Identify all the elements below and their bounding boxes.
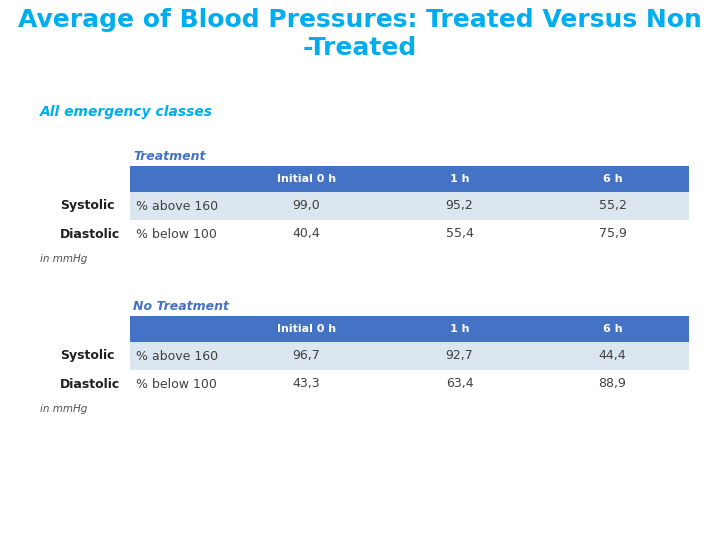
Text: 96,7: 96,7	[292, 349, 320, 362]
Text: 6 h: 6 h	[603, 174, 622, 184]
Bar	[130, 192, 689, 220]
Text: 75,9: 75,9	[598, 227, 626, 240]
Text: 55,4: 55,4	[446, 227, 474, 240]
Text: -Treated: -Treated	[303, 36, 417, 60]
Text: 44,4: 44,4	[599, 349, 626, 362]
Text: All emergency classes: All emergency classes	[40, 105, 213, 119]
Text: Diastolic: Diastolic	[60, 377, 120, 390]
Bar	[383, 316, 536, 342]
Bar	[383, 166, 536, 192]
Text: Diastolic: Diastolic	[60, 227, 120, 240]
Text: No Treatment: No Treatment	[133, 300, 229, 313]
Bar	[130, 220, 689, 248]
Text: in mmHg: in mmHg	[40, 254, 87, 264]
Bar	[130, 342, 689, 370]
Text: % below 100: % below 100	[136, 377, 217, 390]
Text: 95,2: 95,2	[446, 199, 473, 213]
Text: Initial 0 h: Initial 0 h	[277, 174, 336, 184]
Text: % above 160: % above 160	[136, 349, 218, 362]
Bar	[130, 370, 689, 398]
Text: 88,9: 88,9	[598, 377, 626, 390]
Text: 43,3: 43,3	[293, 377, 320, 390]
Bar	[536, 316, 689, 342]
Bar	[230, 316, 383, 342]
Text: 6 h: 6 h	[603, 324, 622, 334]
Text: 1 h: 1 h	[450, 174, 469, 184]
Text: 92,7: 92,7	[446, 349, 473, 362]
Bar	[230, 166, 383, 192]
Bar	[130, 166, 230, 192]
Bar	[130, 316, 230, 342]
Text: 40,4: 40,4	[292, 227, 320, 240]
Text: Systolic: Systolic	[60, 349, 114, 362]
Text: in mmHg: in mmHg	[40, 404, 87, 414]
Text: % below 100: % below 100	[136, 227, 217, 240]
Text: Systolic: Systolic	[60, 199, 114, 213]
Bar	[536, 166, 689, 192]
Text: Treatment: Treatment	[133, 150, 205, 163]
Text: Average of Blood Pressures: Treated Versus Non: Average of Blood Pressures: Treated Vers…	[18, 8, 702, 32]
Text: % above 160: % above 160	[136, 199, 218, 213]
Text: 55,2: 55,2	[598, 199, 626, 213]
Text: 99,0: 99,0	[292, 199, 320, 213]
Text: Initial 0 h: Initial 0 h	[277, 324, 336, 334]
Text: 1 h: 1 h	[450, 324, 469, 334]
Text: 63,4: 63,4	[446, 377, 473, 390]
